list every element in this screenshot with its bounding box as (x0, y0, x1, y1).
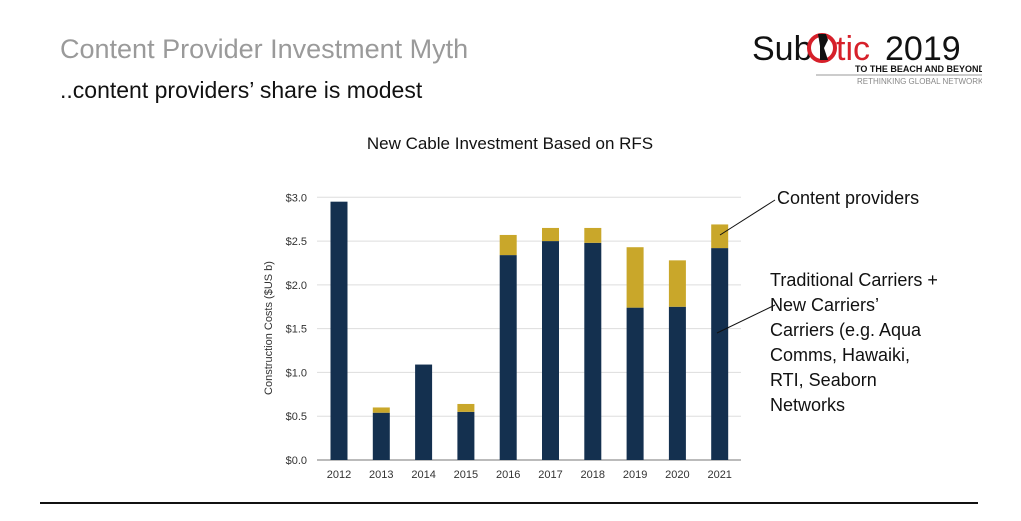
content-providers-annotation: Content providers (777, 188, 920, 208)
x-tick-label: 2018 (581, 469, 605, 481)
bar-carriers-2021 (711, 248, 729, 460)
y-tick-label: $3.0 (286, 192, 307, 204)
y-tick-label: $0.5 (286, 411, 307, 423)
y-tick-label: $0.0 (286, 455, 307, 467)
bar-carriers-2017 (542, 241, 559, 460)
x-tick-label: 2013 (369, 469, 393, 481)
svg-text:2019: 2019 (885, 30, 961, 68)
bar-carriers-2014 (415, 364, 433, 460)
svg-text:Sub: Sub (752, 30, 813, 68)
y-tick-label: $1.0 (286, 367, 307, 379)
x-tick-label: 2019 (623, 469, 647, 481)
bar-content-2021 (711, 224, 729, 249)
bar-carriers-2019 (626, 307, 644, 460)
bar-carriers-2020 (668, 306, 686, 460)
bar-carriers-2018 (584, 242, 602, 460)
bar-content-2018 (584, 227, 602, 243)
suboptic-logo: Sub tic 2019 TO THE BEACH AND BEYOND RET… (752, 30, 982, 86)
x-tick-label: 2015 (454, 469, 478, 481)
svg-text:RETHINKING GLOBAL NETWORKS: RETHINKING GLOBAL NETWORKS (857, 77, 982, 86)
carriers-annotation: Traditional Carriers + New Carriers’ Car… (770, 268, 938, 418)
y-tick-label: $1.5 (286, 324, 307, 336)
footer-divider (40, 502, 978, 504)
svg-text:TO THE BEACH AND BEYOND: TO THE BEACH AND BEYOND (855, 64, 982, 74)
carriers-annotation-line-2: New Carriers’ (770, 295, 880, 315)
slide-title: Content Provider Investment Myth (60, 34, 469, 64)
bar-content-2017 (542, 227, 559, 242)
bar-content-2016 (499, 234, 517, 256)
bar-carriers-2015 (457, 411, 475, 460)
carriers-annotation-line-4: Comms, Hawaiki, (770, 345, 911, 365)
carriers-annotation-line-5: RTI, Seaborn (770, 370, 877, 390)
y-axis-label: Construction Costs ($US b) (263, 261, 275, 395)
x-tick-label: 2020 (665, 469, 689, 481)
x-tick-label: 2016 (496, 469, 520, 481)
x-tick-label: 2012 (327, 469, 351, 481)
chart-title: New Cable Investment Based on RFS (366, 134, 654, 153)
carriers-annotation-line (716, 304, 776, 334)
carriers-annotation-line-3: Carriers (e.g. Aqua (770, 320, 922, 340)
content-annotation-line (719, 199, 776, 236)
x-tick-label: 2014 (411, 469, 435, 481)
svg-text:tic: tic (836, 30, 870, 68)
bar-content-2013 (372, 407, 390, 413)
x-tick-label: 2021 (707, 469, 731, 481)
bar-carriers-2012 (330, 201, 348, 460)
y-tick-label: $2.5 (286, 236, 307, 248)
carriers-annotation-line-6: Networks (770, 395, 846, 415)
bar-content-2015 (457, 403, 475, 412)
bar-carriers-2016 (499, 255, 517, 460)
carriers-annotation-line-1: Traditional Carriers + (770, 270, 938, 290)
bar-content-2019 (626, 247, 644, 308)
bar-carriers-2013 (372, 412, 390, 460)
bar-content-2020 (668, 260, 686, 307)
slide-subtitle: ..content providers’ share is modest (60, 77, 423, 103)
y-tick-label: $2.0 (286, 280, 307, 292)
x-tick-label: 2017 (538, 469, 562, 481)
